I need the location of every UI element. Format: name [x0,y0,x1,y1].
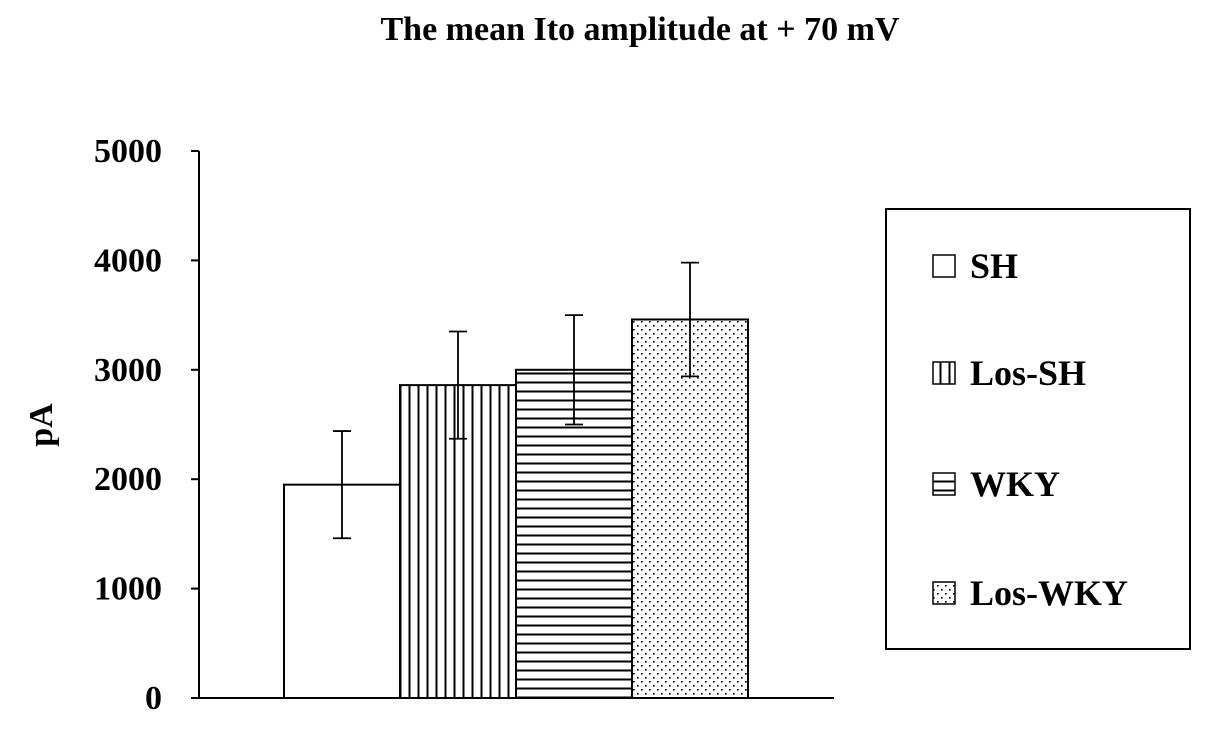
legend-swatch [932,361,956,385]
chart-title: The mean Ito amplitude at + 70 mV [381,11,900,48]
y-axis-label: pA [23,403,60,447]
error-bars-group [333,261,699,540]
legend-frame [885,208,1191,650]
bars-group [283,318,749,700]
legend-items: SH Los-SH WKY Los-WKY [932,246,1128,613]
legend-label: SH [970,246,1018,286]
legend: SH Los-SH WKY Los-WKY [885,208,1191,650]
y-axis-ticks: 0 1000 2000 3000 4000 5000 [94,133,199,717]
y-tick-label: 4000 [94,242,162,279]
y-tick-label: 1000 [94,571,162,608]
legend-swatch [932,472,956,496]
y-tick-label: 5000 [94,133,162,170]
y-tick-label: 0 [145,680,162,717]
legend-swatch [932,581,956,605]
legend-label: Los-WKY [970,573,1128,613]
legend-swatch [932,254,956,278]
y-tick-label: 3000 [94,352,162,389]
y-tick-label: 2000 [94,461,162,498]
legend-label: WKY [970,464,1060,504]
legend-label: Los-SH [970,353,1086,393]
